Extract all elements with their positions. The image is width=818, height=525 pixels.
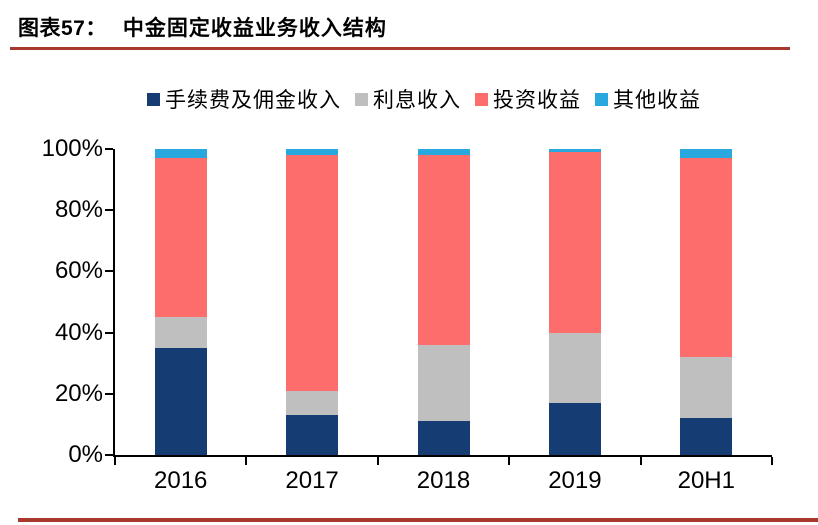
legend-label: 利息收入: [373, 89, 461, 112]
bar-segment: [286, 149, 339, 156]
bar-segment: [154, 347, 207, 455]
bar-segment: [680, 149, 733, 159]
bar-segment: [154, 158, 207, 318]
x-axis-label: 20H1: [677, 467, 735, 494]
legend-item: 手续费及佣金收入: [147, 84, 341, 114]
chart-legend: 手续费及佣金收入 利息收入 投资收益 其他收益: [0, 84, 818, 114]
y-axis-line: [113, 149, 115, 457]
legend-label: 手续费及佣金收入: [165, 89, 341, 112]
y-axis-tick: [105, 148, 113, 150]
bar-segment: [154, 149, 207, 159]
legend-swatch: [475, 92, 488, 106]
title-divider-rule: [10, 47, 790, 50]
legend-item: 其他收益: [595, 84, 701, 114]
x-axis-tick: [376, 457, 379, 465]
legend-label: 其他收益: [613, 89, 701, 112]
bar-segment: [548, 152, 601, 333]
footer-divider-rule: [18, 518, 818, 522]
y-axis-tick: [105, 209, 113, 212]
legend-swatch: [355, 92, 368, 106]
x-axis-tick: [771, 457, 773, 465]
x-axis-tick: [245, 457, 248, 465]
y-axis-label: 20%: [54, 379, 103, 407]
legend-item: 投资收益: [475, 84, 581, 114]
x-axis-line: [113, 455, 772, 457]
x-axis-label: 2017: [285, 467, 339, 494]
bar-segment: [548, 149, 601, 153]
x-axis-label: 2018: [416, 467, 471, 494]
y-axis-label: 80%: [54, 196, 103, 224]
bar-segment: [548, 402, 601, 455]
x-axis-tick: [639, 457, 642, 465]
y-axis-label: 0%: [68, 441, 103, 468]
legend-item: 利息收入: [355, 84, 461, 114]
bar-segment: [680, 418, 733, 455]
legend-swatch: [595, 92, 608, 106]
bar-segment: [286, 155, 339, 391]
y-axis-tick: [105, 331, 113, 334]
bar-segment: [680, 158, 733, 358]
bar-segment: [417, 421, 470, 455]
figure-number-label: 图表57：: [18, 17, 107, 40]
chart-title: 中金固定收益业务收入结构: [122, 17, 387, 40]
bar-segment: [680, 357, 733, 419]
y-axis-tick: [105, 454, 113, 456]
bar-segment: [154, 317, 207, 348]
legend-label: 投资收益: [493, 89, 581, 112]
bar-segment: [417, 149, 470, 156]
y-axis-label: 40%: [54, 318, 103, 346]
y-axis-tick: [105, 392, 113, 395]
y-axis-tick: [105, 270, 113, 273]
x-axis-label: 2016: [154, 467, 208, 494]
y-axis-label: 60%: [54, 257, 103, 285]
figure-header: 图表57： 中金固定收益业务收入结构: [18, 12, 387, 42]
legend-swatch: [147, 92, 160, 106]
x-axis-tick: [114, 457, 116, 465]
bar-segment: [548, 332, 601, 403]
bar-segment: [417, 155, 470, 345]
x-axis-label: 2019: [548, 467, 602, 494]
bar-segment: [417, 344, 470, 422]
y-axis-label: 100%: [41, 135, 103, 162]
x-axis-tick: [508, 457, 511, 465]
bar-segment: [286, 415, 339, 455]
bar-segment: [286, 390, 339, 416]
